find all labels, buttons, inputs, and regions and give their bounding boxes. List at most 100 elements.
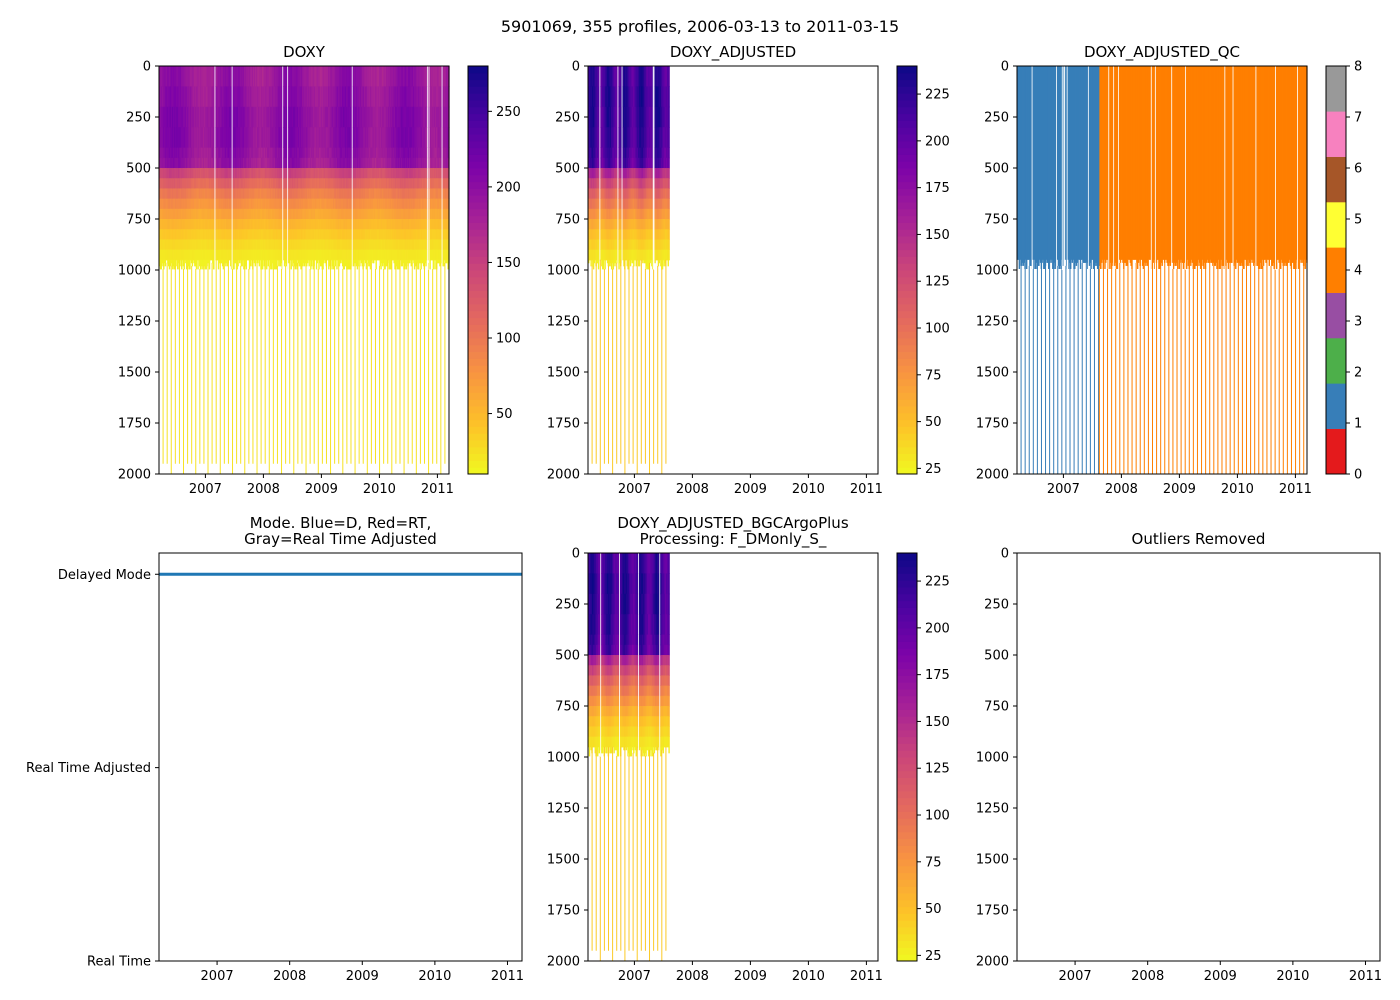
doxy-cell [243,249,246,261]
doxy-cell [332,208,334,220]
doxy-cell [200,127,203,148]
doxy-cell [258,157,261,169]
doxy-cell [306,168,309,179]
doxy-cell [226,157,229,169]
doxy-cell [217,147,219,159]
doxy-cell [323,157,325,169]
doxy-cell [289,178,292,189]
doxy-cell [326,86,328,108]
doxy-cell [244,157,247,169]
doxy-cell [262,208,265,220]
doxy-cell [342,66,345,87]
doxy-cell [179,86,181,108]
doxy-cell [289,249,292,261]
doxy-cell [317,178,319,189]
doxy-cell [184,208,186,220]
doxy-cell [366,106,368,128]
doxy-cell [341,168,343,179]
doxy-cell [306,66,309,87]
doxy-cell [257,178,259,189]
doxy-cell [192,198,194,210]
doxy-cell [202,239,204,250]
doxy-cell [197,66,199,87]
doxy-cell [163,178,166,189]
doxy-cell [395,157,398,169]
doxy-cell [385,219,387,230]
doxy-cell [324,168,327,179]
doxy-cell [399,178,402,189]
doxy-cell [270,106,272,128]
doxy-cell [184,86,186,108]
doxy-cell [343,86,346,108]
doxy-cell [377,239,379,250]
doxy-cell [341,168,344,179]
doxy-cell [396,219,399,230]
doxy-cell [164,188,167,199]
doxy-cell [171,259,173,267]
doxy-cell [352,259,355,267]
doxy-cell [315,198,318,210]
doxy-cell [218,86,221,108]
doxy-cell [221,208,224,220]
doxy-cell [180,249,182,261]
doxy-cell [283,198,286,210]
doxy-cell [265,106,267,128]
doxy-cell [355,157,357,169]
doxy-cell [269,259,271,267]
doxy-cell [195,106,198,128]
doxy-cell [238,178,240,189]
doxy-cell [279,239,281,250]
doxy-cell [364,66,367,87]
doxy-cell [409,178,412,189]
doxy-cell [288,168,291,179]
doxy-cell [181,208,183,220]
doxy-cell [283,127,285,148]
doxy-cell [196,219,198,230]
doxy-cell [169,147,172,159]
doxy-cell [198,239,200,250]
doxy-cell [195,188,198,199]
doxy-cell [263,157,265,169]
doxy-cell [346,208,348,220]
doxy-cell [175,127,177,148]
doxy-cell [279,188,281,199]
doxy-cell [232,106,234,128]
doxy-cell [382,198,384,210]
doxy-cell [405,106,408,128]
doxy-cell [335,147,337,159]
doxy-cell [217,239,220,250]
doxy-cell [173,259,176,270]
doxy-cell [372,178,374,189]
doxy-cell [242,198,244,210]
doxy-cell [302,219,305,230]
doxy-cell [247,157,249,169]
doxy-cell [275,208,277,220]
doxy-cell [203,127,205,148]
doxy-cell [407,66,409,87]
doxy-cell [243,188,246,199]
doxy-cell [227,168,230,179]
doxy-cell [385,208,387,220]
doxy-cell [270,66,273,87]
doxy-cell [202,229,204,240]
doxy-cell [340,157,342,169]
doxy-cell [333,127,335,148]
doxy-cell [327,249,329,261]
doxy-cell [240,188,243,199]
doxy-cell [316,106,319,128]
doxy-cell [212,208,214,220]
doxy-cell [404,127,407,148]
doxy-cell [369,106,372,128]
doxy-cell [234,157,237,169]
doxy-cell [250,219,252,230]
doxy-cell [175,66,177,87]
doxy-cell [202,198,204,210]
doxy-cell [173,178,176,189]
doxy-cell [373,239,376,250]
doxy-cell [240,127,243,148]
doxy-cell [350,168,352,179]
doxy-cell [246,208,248,220]
doxy-cell [408,188,410,199]
doxy-cell [402,249,404,261]
doxy-cell [266,157,268,169]
